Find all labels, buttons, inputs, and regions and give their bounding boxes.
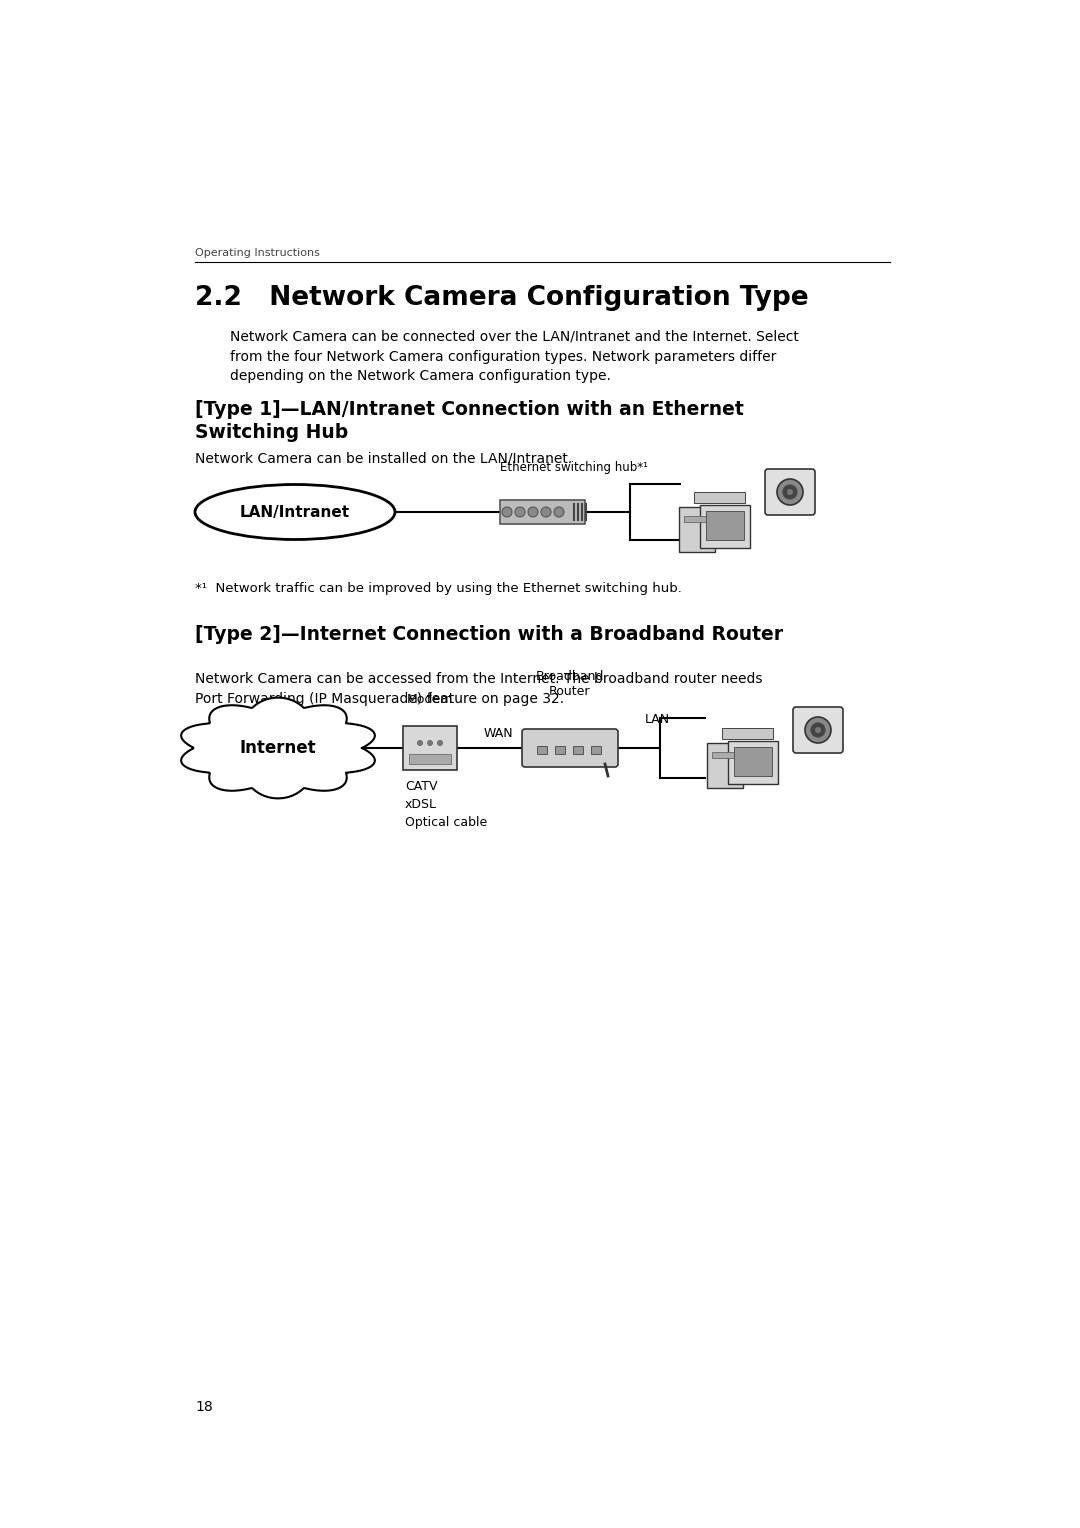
- Text: [Type 1]—LAN/Intranet Connection with an Ethernet
Switching Hub: [Type 1]—LAN/Intranet Connection with an…: [195, 400, 744, 443]
- FancyBboxPatch shape: [706, 510, 744, 539]
- Text: Internet: Internet: [240, 740, 316, 756]
- Text: [Type 2]—Internet Connection with a Broadband Router: [Type 2]—Internet Connection with a Broa…: [195, 625, 783, 643]
- Circle shape: [805, 717, 831, 743]
- Circle shape: [787, 489, 793, 495]
- Text: Modem: Modem: [407, 694, 454, 706]
- FancyBboxPatch shape: [712, 752, 738, 758]
- Circle shape: [783, 484, 797, 500]
- FancyBboxPatch shape: [684, 516, 710, 523]
- Circle shape: [418, 741, 422, 746]
- FancyBboxPatch shape: [555, 746, 565, 753]
- FancyBboxPatch shape: [679, 507, 715, 552]
- Circle shape: [502, 507, 512, 516]
- Text: LAN/Intranet: LAN/Intranet: [240, 504, 350, 520]
- FancyBboxPatch shape: [700, 504, 750, 549]
- Text: *¹  Network traffic can be improved by using the Ethernet switching hub.: *¹ Network traffic can be improved by us…: [195, 582, 681, 594]
- Text: Ethernet switching hub*¹: Ethernet switching hub*¹: [500, 461, 648, 474]
- FancyBboxPatch shape: [522, 729, 618, 767]
- Circle shape: [541, 507, 551, 516]
- FancyBboxPatch shape: [409, 753, 451, 764]
- Circle shape: [437, 741, 443, 746]
- FancyBboxPatch shape: [537, 746, 546, 753]
- FancyBboxPatch shape: [573, 746, 583, 753]
- FancyBboxPatch shape: [765, 469, 815, 515]
- Polygon shape: [181, 698, 375, 799]
- FancyBboxPatch shape: [728, 741, 778, 784]
- Circle shape: [815, 727, 821, 733]
- FancyBboxPatch shape: [723, 727, 773, 740]
- Text: CATV
xDSL
Optical cable: CATV xDSL Optical cable: [405, 779, 487, 830]
- Text: Operating Instructions: Operating Instructions: [195, 248, 320, 258]
- Text: 2.2   Network Camera Configuration Type: 2.2 Network Camera Configuration Type: [195, 286, 809, 312]
- FancyBboxPatch shape: [707, 743, 743, 788]
- Text: Network Camera can be connected over the LAN/Intranet and the Internet. Select
f: Network Camera can be connected over the…: [230, 330, 799, 384]
- Circle shape: [811, 723, 825, 736]
- Text: 18: 18: [195, 1400, 213, 1413]
- FancyBboxPatch shape: [793, 707, 843, 753]
- FancyBboxPatch shape: [591, 746, 600, 753]
- Circle shape: [528, 507, 538, 516]
- FancyBboxPatch shape: [694, 492, 745, 503]
- Circle shape: [554, 507, 564, 516]
- Text: WAN: WAN: [483, 727, 513, 740]
- Circle shape: [777, 478, 804, 504]
- Text: Network Camera can be accessed from the Internet. The broadband router needs
Por: Network Camera can be accessed from the …: [195, 672, 762, 706]
- FancyBboxPatch shape: [403, 726, 457, 770]
- Text: Network Camera can be installed on the LAN/Intranet.: Network Camera can be installed on the L…: [195, 452, 572, 466]
- Text: LAN: LAN: [645, 714, 670, 726]
- Circle shape: [428, 741, 432, 746]
- Circle shape: [515, 507, 525, 516]
- Text: Broadband
Router: Broadband Router: [536, 669, 604, 698]
- FancyBboxPatch shape: [734, 747, 772, 776]
- Ellipse shape: [195, 484, 395, 539]
- FancyBboxPatch shape: [500, 500, 585, 524]
